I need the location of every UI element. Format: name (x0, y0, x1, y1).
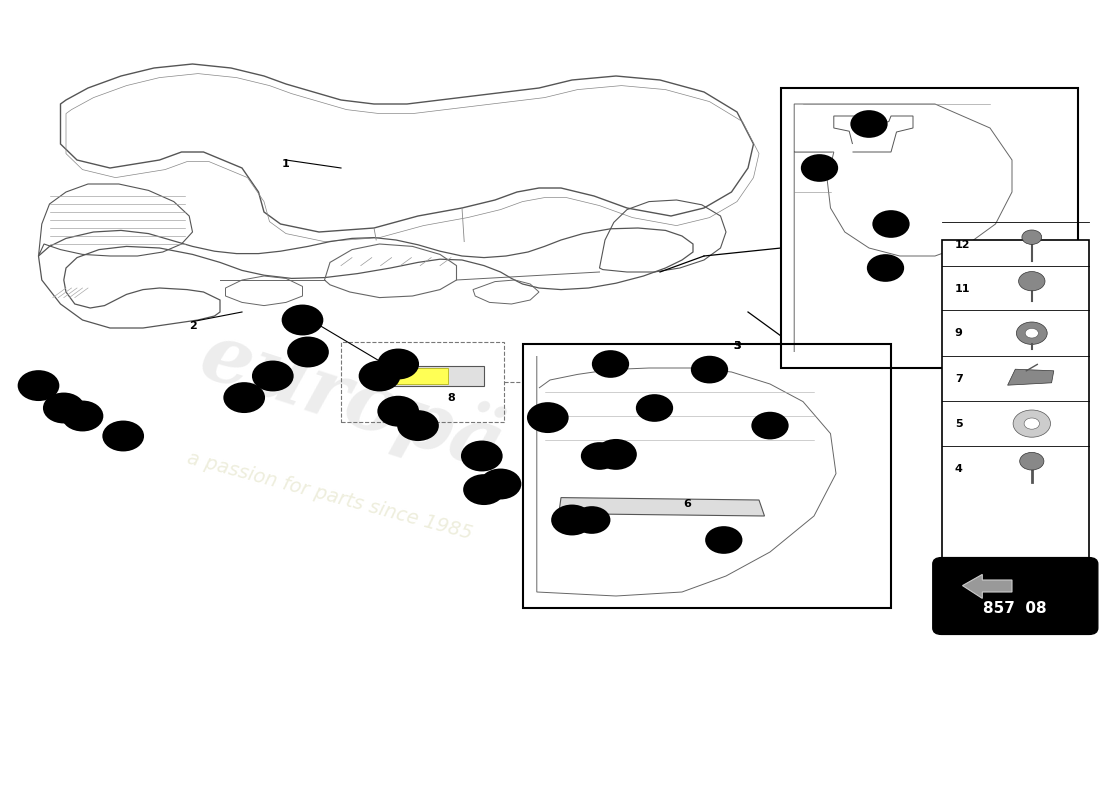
Text: europä: europä (190, 313, 514, 487)
Circle shape (1016, 322, 1047, 344)
Circle shape (283, 306, 322, 334)
Text: 12: 12 (955, 240, 970, 250)
Circle shape (1024, 418, 1040, 429)
Text: 4: 4 (59, 403, 68, 413)
Text: 7: 7 (298, 315, 307, 325)
Text: 4: 4 (955, 464, 962, 474)
Text: a passion for parts since 1985: a passion for parts since 1985 (185, 449, 475, 543)
Text: 4: 4 (119, 431, 128, 441)
Text: 11: 11 (812, 163, 827, 173)
Circle shape (574, 507, 609, 533)
Text: 10: 10 (861, 119, 877, 129)
Text: 12: 12 (390, 406, 406, 416)
Text: 1: 1 (282, 159, 290, 169)
Polygon shape (1008, 370, 1054, 386)
Text: 857  08: 857 08 (983, 602, 1047, 616)
Text: 3: 3 (734, 341, 740, 350)
Circle shape (706, 527, 741, 553)
Circle shape (851, 111, 887, 137)
Circle shape (63, 402, 102, 430)
Text: 2: 2 (188, 321, 197, 330)
Circle shape (378, 350, 418, 378)
Circle shape (224, 383, 264, 412)
Text: 4: 4 (375, 371, 384, 381)
Circle shape (253, 362, 293, 390)
Circle shape (360, 362, 399, 390)
Text: 5: 5 (415, 421, 421, 430)
Circle shape (528, 403, 568, 432)
Text: 6: 6 (683, 499, 692, 509)
Text: 11: 11 (955, 284, 970, 294)
FancyBboxPatch shape (942, 240, 1089, 564)
Text: 9: 9 (955, 328, 962, 338)
Circle shape (1022, 230, 1042, 245)
Text: 5: 5 (79, 411, 86, 421)
Text: 9: 9 (480, 485, 488, 494)
Circle shape (752, 413, 788, 438)
Circle shape (19, 371, 58, 400)
Text: 8: 8 (447, 394, 455, 403)
Circle shape (1020, 452, 1044, 470)
Circle shape (868, 255, 903, 281)
Circle shape (1019, 272, 1045, 291)
Circle shape (1013, 410, 1050, 437)
Text: 7: 7 (955, 374, 962, 384)
Text: 7: 7 (477, 451, 486, 461)
Circle shape (398, 411, 438, 440)
Polygon shape (559, 498, 764, 516)
Text: 5: 5 (569, 515, 575, 525)
Text: 5: 5 (497, 479, 504, 489)
Circle shape (637, 395, 672, 421)
FancyBboxPatch shape (933, 558, 1098, 634)
Circle shape (582, 443, 617, 469)
Text: 12: 12 (603, 359, 618, 369)
Circle shape (464, 475, 504, 504)
Circle shape (44, 394, 84, 422)
Circle shape (552, 506, 592, 534)
Text: 9: 9 (304, 347, 312, 357)
Circle shape (1025, 328, 1038, 338)
Circle shape (462, 442, 502, 470)
Polygon shape (962, 574, 1012, 598)
Circle shape (103, 422, 143, 450)
Text: 4: 4 (543, 413, 552, 422)
Circle shape (481, 470, 520, 498)
Text: 11: 11 (390, 359, 406, 369)
Circle shape (692, 357, 727, 382)
FancyBboxPatch shape (383, 366, 484, 386)
FancyBboxPatch shape (387, 368, 448, 384)
Text: 5: 5 (651, 403, 658, 413)
Text: 12: 12 (702, 365, 717, 374)
Circle shape (378, 397, 418, 426)
Text: 7: 7 (887, 219, 895, 229)
Circle shape (288, 338, 328, 366)
Circle shape (802, 155, 837, 181)
Text: 5: 5 (241, 393, 248, 402)
Text: 12: 12 (762, 421, 778, 430)
Circle shape (596, 440, 636, 469)
Text: 5: 5 (35, 381, 42, 390)
Text: 9: 9 (881, 263, 890, 273)
Text: 3: 3 (734, 341, 740, 350)
Text: 5: 5 (720, 535, 727, 545)
Text: 5: 5 (955, 418, 962, 429)
Text: 4: 4 (268, 371, 277, 381)
Text: 4: 4 (612, 450, 620, 459)
Text: 5: 5 (588, 515, 595, 525)
Circle shape (873, 211, 909, 237)
Circle shape (593, 351, 628, 377)
Text: 12: 12 (592, 451, 607, 461)
